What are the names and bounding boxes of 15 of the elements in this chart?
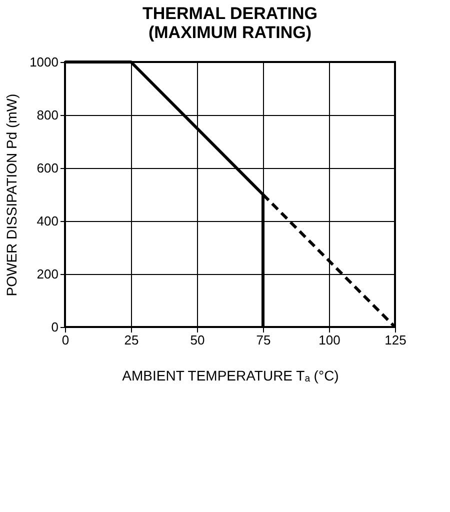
y-tick-label: 1000 xyxy=(30,54,58,70)
y-tick-label: 600 xyxy=(36,160,58,176)
x-tick-label: 0 xyxy=(62,332,70,348)
x-tick-label: 125 xyxy=(384,332,406,348)
y-tick-label: 400 xyxy=(36,214,58,228)
x-tick-label: 25 xyxy=(124,332,139,348)
x-axis-title: AMBIENT TEMPERATURE Tₐ (°C) xyxy=(122,368,339,384)
y-tick-label: 200 xyxy=(36,266,58,282)
y-axis-title: POWER DISSIPATION Pd (mW) xyxy=(4,94,20,296)
x-tick-label: 100 xyxy=(318,332,340,348)
y-tick-label: 0 xyxy=(51,320,58,334)
x-tick-label: 50 xyxy=(190,332,205,348)
x-tick-label: 75 xyxy=(256,332,271,348)
chart-title: THERMAL DERATING (MAXIMUM RATING) xyxy=(142,4,318,42)
y-tick-label: 800 xyxy=(36,108,58,122)
